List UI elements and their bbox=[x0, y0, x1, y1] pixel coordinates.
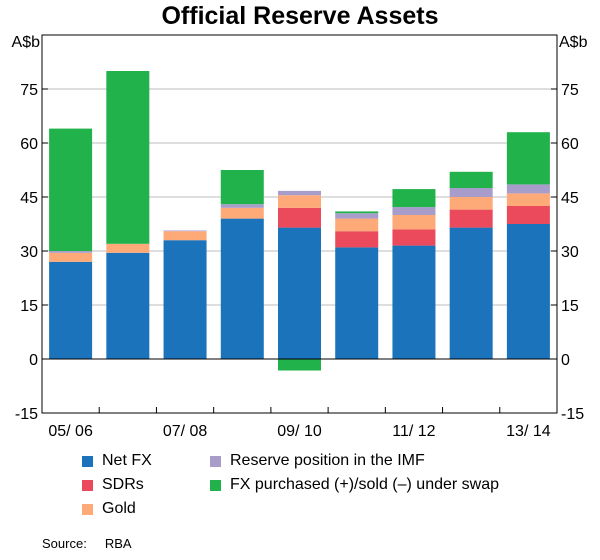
bar-10-11-gold bbox=[335, 218, 379, 232]
bar-07-08-reserve-position-in-the-imf bbox=[163, 230, 207, 232]
source-label: Source: bbox=[42, 536, 87, 551]
bar-09-10-net-fx bbox=[278, 227, 321, 359]
bar-11-12-net-fx bbox=[392, 245, 436, 359]
ytick-right-30: 30 bbox=[561, 244, 579, 261]
legend-label-imf: Reserve position in the IMF bbox=[230, 452, 425, 469]
bar-07-08-gold bbox=[163, 231, 207, 241]
legend-item-net-fx: Net FX bbox=[82, 452, 152, 470]
bar-13-14-sdrs bbox=[506, 206, 550, 224]
ytick-right-75: 75 bbox=[561, 82, 579, 99]
legend-label-sdrs: SDRs bbox=[102, 476, 144, 493]
source-note: Source: RBA bbox=[42, 536, 132, 551]
ytick-left-75: 75 bbox=[20, 82, 38, 99]
chart-svg: -15 -15 0 0 15 15 30 30 45 45 60 60 75 75 A$b A$b 05/ 06… bbox=[12, 34, 588, 440]
ylabel-left: A$b bbox=[12, 34, 41, 51]
bar-12-13-gold bbox=[449, 197, 493, 210]
legend-swatch-imf bbox=[210, 455, 221, 467]
bar-11-12-reserve-position-in-the-imf bbox=[392, 207, 436, 215]
legend-item-imf: Reserve position in the IMF bbox=[210, 452, 425, 470]
chart-title: Official Reserve Assets bbox=[161, 2, 439, 30]
bar-05-06-fx-purchased-sold-under-swap bbox=[49, 128, 93, 251]
xtick-label-11-12: 11/ 12 bbox=[392, 423, 435, 440]
ytick-left-15: 15 bbox=[20, 298, 38, 315]
xtick-label-13-14: 13/ 14 bbox=[506, 423, 551, 440]
bar-10-11-sdrs bbox=[335, 231, 379, 248]
ytick-left-45: 45 bbox=[20, 190, 38, 207]
bar-10-11-fx-purchased-sold-under-swap bbox=[335, 211, 379, 214]
bar-06-07-fx-purchased-sold-under-swap bbox=[106, 71, 150, 244]
ytick-left-0: 0 bbox=[29, 352, 38, 369]
ytick-right-60: 60 bbox=[561, 136, 579, 153]
bar-12-13-reserve-position-in-the-imf bbox=[449, 188, 493, 197]
legend-label-swap: FX purchased (+)/sold (–) under swap bbox=[230, 476, 500, 493]
bar-10-11-reserve-position-in-the-imf bbox=[335, 213, 379, 219]
bar-13-14-gold bbox=[506, 193, 550, 206]
legend-item-sdrs: SDRs bbox=[82, 476, 144, 494]
bar-05-06-reserve-position-in-the-imf bbox=[49, 251, 93, 253]
bar-05-06-net-fx bbox=[49, 261, 93, 359]
ylabel-right: A$b bbox=[559, 34, 588, 51]
xtick-label-05-06: 05/ 06 bbox=[48, 423, 93, 440]
bar-13-14-net-fx bbox=[506, 224, 550, 359]
legend-item-gold: Gold bbox=[82, 500, 136, 518]
bar-11-12-fx-purchased-sold-under-swap bbox=[392, 189, 436, 208]
bar-09-10-sdrs bbox=[278, 207, 321, 228]
bar-08-09-reserve-position-in-the-imf bbox=[220, 204, 264, 208]
legend-swatch-gold bbox=[82, 503, 93, 515]
bar-08-09-gold bbox=[220, 207, 264, 219]
bar-13-14-fx-purchased-sold-under-swap bbox=[506, 132, 550, 185]
bar-09-10-reserve-position-in-the-imf bbox=[278, 190, 321, 196]
bar-08-09-net-fx bbox=[220, 218, 264, 359]
bar-12-13-net-fx bbox=[449, 227, 493, 359]
ytick-right-0: 0 bbox=[561, 352, 570, 369]
source-value: RBA bbox=[104, 536, 132, 551]
legend-swatch-net-fx bbox=[82, 455, 93, 467]
bar-09-10-fx-purchased-sold-under-swap bbox=[278, 359, 321, 371]
ytick-right-45: 45 bbox=[561, 190, 579, 207]
bar-13-14-reserve-position-in-the-imf bbox=[506, 184, 550, 194]
bar-11-12-sdrs bbox=[392, 229, 436, 246]
xtick-label-07-08: 07/ 08 bbox=[163, 423, 208, 440]
bar-05-06-gold bbox=[49, 252, 93, 262]
xtick-label-09-10: 09/ 10 bbox=[277, 423, 322, 440]
legend-swatch-swap bbox=[210, 479, 221, 491]
legend-label-gold: Gold bbox=[102, 500, 136, 517]
ytick-left-60: 60 bbox=[20, 136, 38, 153]
ytick-right--15: -15 bbox=[561, 406, 584, 423]
ytick-right-15: 15 bbox=[561, 298, 579, 315]
bar-06-07-gold bbox=[106, 243, 150, 253]
legend-swatch-sdrs bbox=[82, 479, 93, 491]
plot-frame bbox=[41, 34, 558, 414]
bar-07-08-net-fx bbox=[163, 240, 207, 359]
bar-08-09-fx-purchased-sold-under-swap bbox=[220, 170, 264, 205]
bar-12-13-sdrs bbox=[449, 209, 493, 228]
bar-11-12-gold bbox=[392, 215, 436, 230]
bar-06-07-net-fx bbox=[106, 252, 150, 359]
ytick-left--15: -15 bbox=[15, 406, 38, 423]
bar-09-10-gold bbox=[278, 195, 321, 208]
ytick-left-30: 30 bbox=[20, 244, 38, 261]
bar-10-11-net-fx bbox=[335, 247, 379, 359]
legend-item-swap: FX purchased (+)/sold (–) under swap bbox=[210, 476, 499, 494]
bar-12-13-fx-purchased-sold-under-swap bbox=[449, 171, 493, 188]
legend-label-net-fx: Net FX bbox=[102, 452, 152, 469]
